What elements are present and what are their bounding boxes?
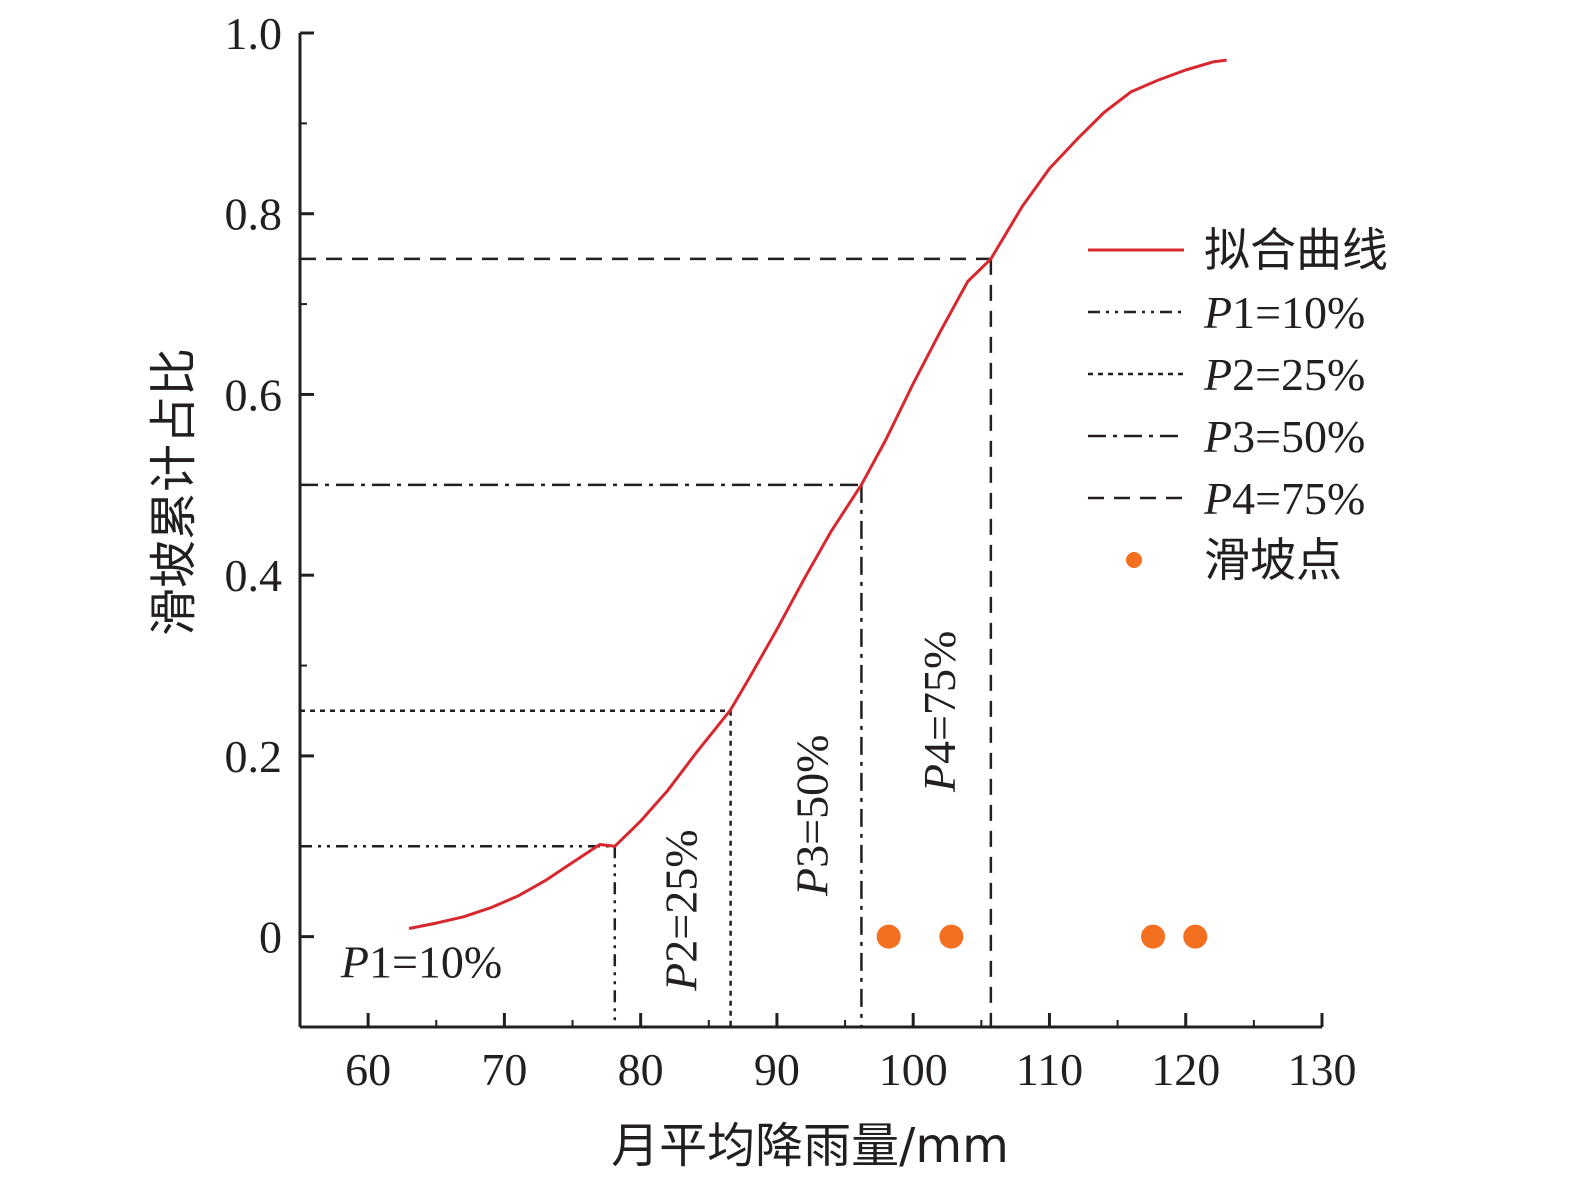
- y-axis-title: 滑坡累计占比: [146, 348, 202, 636]
- x-tick-label-80: 80: [618, 1044, 664, 1095]
- x-tick-label-110: 110: [1016, 1044, 1083, 1095]
- axes: 60 70 80 90 100 110 120 130 0 0.2 0.4 0.6 0.8 1.0: [225, 8, 1357, 1095]
- curve-layer: [408, 58, 1227, 930]
- legend-label-P3: P3=50%: [1203, 411, 1365, 462]
- legend-label-P2: P2=25%: [1203, 349, 1365, 400]
- landslide-point: [876, 924, 901, 949]
- legend-marker-landslide-point: [1126, 552, 1142, 568]
- percentile-lines: [300, 257, 993, 1027]
- y-tick-label-3: 0.6: [225, 369, 283, 420]
- legend-label-fitted-curve: 拟合曲线: [1204, 223, 1388, 277]
- x-tick-label-120: 120: [1151, 1044, 1220, 1095]
- fitted-curve: [408, 58, 1227, 930]
- y-tick-label-4: 0.8: [225, 189, 283, 240]
- x-tick-label-100: 100: [879, 1044, 948, 1095]
- legend-label-P4: P4=75%: [1203, 473, 1365, 524]
- legend: 拟合曲线 P1=10% P2=25% P3=50% P4=75% 滑坡点: [1088, 223, 1388, 587]
- points-layer: [876, 924, 1208, 949]
- annotation-P3: P3=50%: [786, 735, 837, 897]
- y-tick-label-2: 0.4: [225, 550, 283, 601]
- x-tick-label-60: 60: [345, 1044, 391, 1095]
- x-tick-label-130: 130: [1288, 1044, 1357, 1095]
- y-tick-label-1: 0.2: [225, 731, 283, 782]
- legend-label-P1: P1=10%: [1203, 287, 1365, 338]
- x-tick-label-70: 70: [481, 1044, 527, 1095]
- landslide-point: [1183, 924, 1208, 949]
- annotation-P4: P4=75%: [914, 631, 965, 793]
- y-tick-label-5: 1.0: [225, 8, 283, 59]
- landslide-point: [939, 924, 964, 949]
- landslide-point: [1141, 924, 1166, 949]
- annotation-P2: P2=25%: [656, 829, 707, 991]
- x-axis-title: 月平均降雨量/mm: [611, 1118, 1009, 1174]
- x-tick-label-90: 90: [754, 1044, 800, 1095]
- annotation-P1: P1=10%: [340, 936, 502, 987]
- annotations: P1=10% P2=25% P3=50% P4=75%: [340, 631, 965, 992]
- legend-label-landslide-point: 滑坡点: [1204, 533, 1342, 587]
- y-tick-label-0: 0: [259, 912, 282, 963]
